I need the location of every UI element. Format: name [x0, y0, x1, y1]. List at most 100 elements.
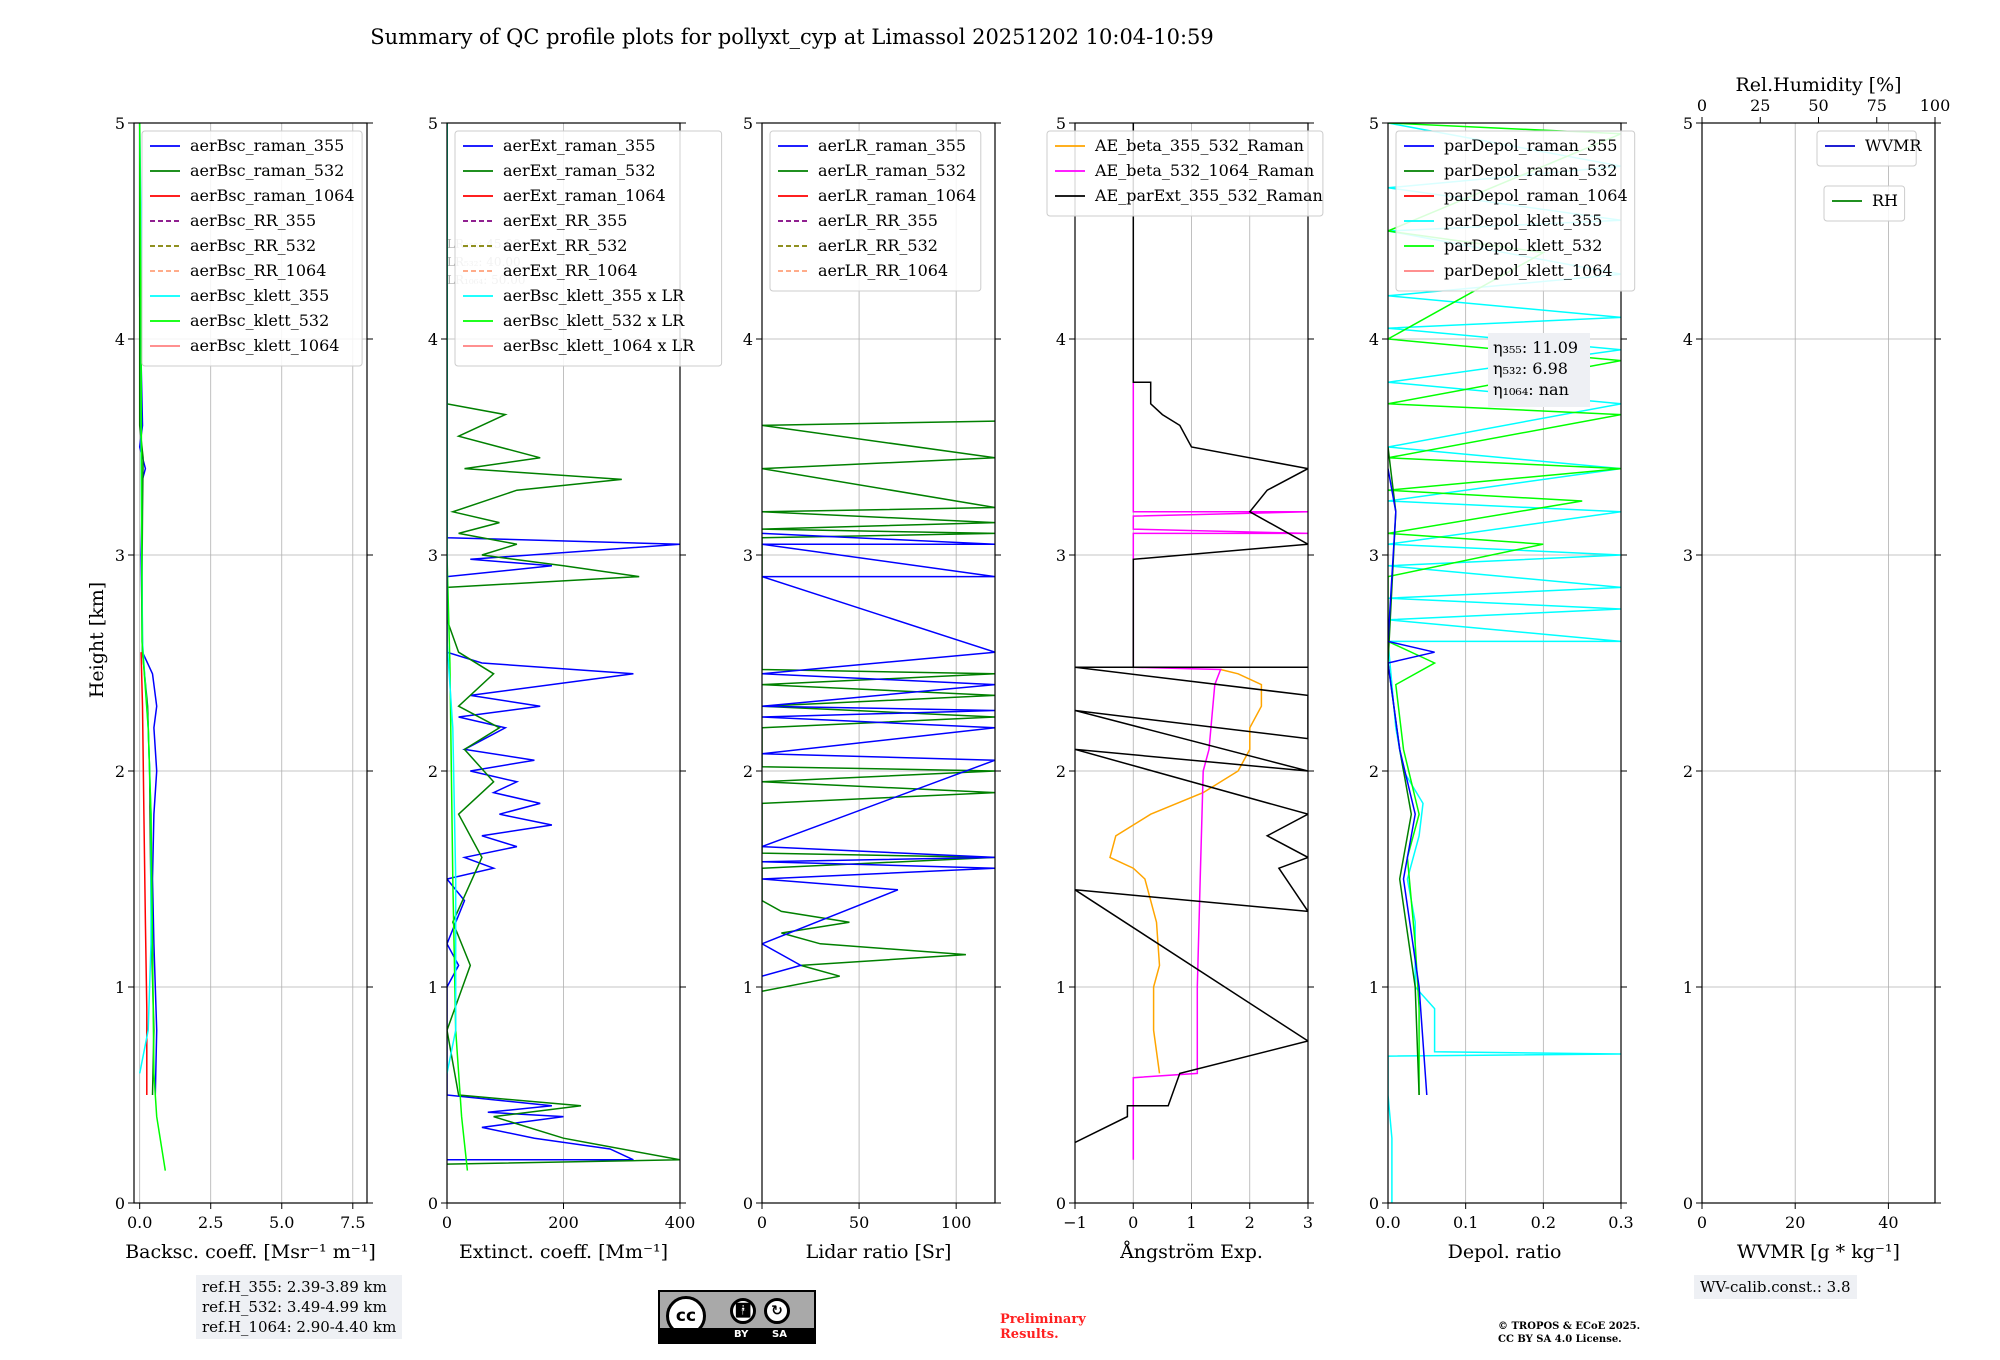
y-tick-label-depol-5: 5 — [1369, 114, 1379, 133]
panel-wv: 0 20 40 0 1 2 3 4 5 WVMR [g * kg⁻¹] 0 25 50 75 100 Rel.… — [1683, 74, 1950, 1263]
preliminary-line-2: Results. — [1000, 1327, 1059, 1342]
legend-entry-parDepol_raman_532: parDepol_raman_532 — [1444, 161, 1617, 180]
x-axis-label-bsc: Backsc. coeff. [Msr⁻¹ m⁻¹] — [125, 1241, 376, 1263]
series-AE_beta_355_532_Raman — [1109, 668, 1263, 1074]
x-tick-label-depol-2: 0.2 — [1531, 1213, 1556, 1232]
y-tick-label-ext-5: 5 — [428, 114, 438, 133]
legend-entry-aerExt_raman_355: aerExt_raman_355 — [503, 136, 656, 155]
panel-depol: 0.0 0.1 0.2 0.3 0 1 2 3 4 5 Depol. ratio parDepol_r… — [1369, 114, 1636, 1263]
y-tick-label-wv-1: 1 — [1683, 978, 1693, 997]
legend-frame-wv-2 — [1823, 185, 1906, 222]
top-x-tick-label-0: 0 — [1697, 96, 1707, 115]
copyright-line-1: © TROPOS & ECoE 2025. — [1498, 1321, 1641, 1332]
series-group-depol — [1388, 123, 1621, 1203]
refh-1064: ref.H_1064: 2.90-4.40 km — [202, 1318, 397, 1336]
y-tick-label-ext-4: 4 — [428, 330, 438, 349]
y-tick-label-ext-2: 2 — [428, 762, 438, 781]
x-tick-label-ae-2: 1 — [1186, 1213, 1196, 1232]
axes-frame-lr — [761, 122, 996, 1204]
legend-frame-bsc — [141, 130, 363, 367]
y-tick-label-ext-0: 0 — [428, 1194, 438, 1213]
y-tick-label-ae-0: 0 — [1056, 1194, 1066, 1213]
legend-ae: AE_beta_355_532_Raman AE_beta_532_1064_Ra… — [1046, 130, 1324, 217]
legend-lr: aerLR_raman_355 aerLR_raman_532 aerLR_rama… — [769, 130, 982, 292]
legend-frame-depol — [1395, 130, 1636, 292]
legend-entry-parDepol_klett_532: parDepol_klett_532 — [1444, 236, 1602, 255]
sa-share-alike-icon: ↻ — [764, 1298, 790, 1324]
refh-532: ref.H_532: 3.49-4.99 km — [202, 1298, 387, 1316]
x-axis-label-ae: Ångström Exp. — [1119, 1241, 1263, 1263]
series-aerBsc_klett_355 x LR — [447, 123, 457, 1074]
series-aerExt_raman_355 — [447, 123, 680, 1161]
panel-lr: 0 50 100 0 1 2 3 4 5 Lidar ratio [Sr] aerLR_raman_… — [743, 114, 1001, 1263]
legend-wv: WVMR — [1816, 130, 1922, 167]
cc-license-badge[interactable]: cc 🚹︎ ↻ BY SA — [658, 1290, 816, 1344]
legend-entry-aerBsc_klett_355: aerBsc_klett_355 — [190, 286, 329, 305]
x-tick-label-depol-3: 0.3 — [1608, 1213, 1633, 1232]
series-aerBsc_klett_532 x LR — [447, 123, 469, 1171]
wv-calib-const: WV-calib.const.: 3.8 — [1700, 1278, 1851, 1296]
y-tick-label-bsc-0: 0 — [115, 1194, 125, 1213]
legend-entry-aerBsc_klett_532: aerBsc_klett_532 — [190, 311, 329, 330]
y-tick-label-depol-2: 2 — [1369, 762, 1379, 781]
legend-wv-2: RH — [1823, 185, 1906, 222]
legend-entry-parDepol_klett_355: parDepol_klett_355 — [1444, 211, 1602, 230]
y-tick-label-wv-4: 4 — [1683, 330, 1693, 349]
y-tick-label-depol-0: 0 — [1369, 1194, 1379, 1213]
y-tick-label-lr-1: 1 — [743, 978, 753, 997]
series-aerBsc_raman_1064 — [140, 652, 148, 1095]
eta-annotation-0: η₃₅₅: 11.09 — [1493, 338, 1578, 357]
y-tick-label-wv-3: 3 — [1683, 546, 1693, 565]
y-tick-label-wv-2: 2 — [1683, 762, 1693, 781]
legend-depol: parDepol_raman_355 parDepol_raman_532 parD… — [1395, 130, 1636, 292]
legend-frame-lr — [769, 130, 982, 292]
series-group-ae — [1075, 123, 1308, 1160]
y-tick-label-bsc-3: 3 — [115, 546, 125, 565]
x-tick-label-ae-3: 2 — [1245, 1213, 1255, 1232]
legend-frame-wv — [1816, 130, 1917, 167]
y-tick-label-bsc-1: 1 — [115, 978, 125, 997]
axes-frame-depol — [1387, 122, 1622, 1204]
copyright-note: © TROPOS & ECoE 2025. CC BY SA 4.0 Licen… — [1498, 1320, 1640, 1346]
y-axis-label: Height [km] — [86, 582, 108, 698]
series-parDepol_raman_355 — [1388, 468, 1435, 1096]
legend-entry-aerLR_raman_532: aerLR_raman_532 — [818, 161, 966, 180]
y-tick-label-bsc-2: 2 — [115, 762, 125, 781]
refh-355: ref.H_355: 2.39-3.89 km — [202, 1278, 387, 1296]
x-tick-label-depol-0: 0.0 — [1375, 1213, 1400, 1232]
legend-entry-aerBsc_RR_355: aerBsc_RR_355 — [190, 211, 316, 230]
legend-entry-aerExt_raman_532: aerExt_raman_532 — [503, 161, 656, 180]
y-tick-label-ext-1: 1 — [428, 978, 438, 997]
reference-height-box: ref.H_355: 2.39-3.89 km ref.H_532: 3.49-… — [196, 1275, 403, 1339]
x-tick-label-ae-1: 0 — [1128, 1213, 1138, 1232]
legend-entry-RH: RH — [1872, 191, 1898, 210]
y-tick-label-lr-5: 5 — [743, 114, 753, 133]
top-x-tick-label-1: 25 — [1750, 96, 1770, 115]
series-group-lr — [762, 420, 995, 993]
legend-entry-aerBsc_raman_1064: aerBsc_raman_1064 — [190, 186, 355, 205]
by-label: BY — [734, 1329, 749, 1340]
series-parDepol_klett_532 — [1388, 123, 1621, 1095]
legend-entry-aerLR_raman_1064: aerLR_raman_1064 — [818, 186, 976, 205]
legend-entry-aerExt_RR_1064: aerExt_RR_1064 — [503, 261, 638, 280]
legend-entry-AE_beta_532_1064_Raman: AE_beta_532_1064_Raman — [1094, 161, 1314, 180]
x-tick-label-lr-0: 0 — [757, 1213, 767, 1232]
y-tick-label-ae-1: 1 — [1056, 978, 1066, 997]
legend-bsc: aerBsc_raman_355 aerBsc_raman_532 aerBsc_r… — [141, 130, 363, 367]
legend-entry-aerExt_RR_355: aerExt_RR_355 — [503, 211, 627, 230]
legend-ext: aerExt_raman_355 aerExt_raman_532 aerExt_r… — [454, 130, 723, 367]
axes-frame-bsc — [133, 122, 368, 1204]
legend-entry-aerLR_raman_355: aerLR_raman_355 — [818, 136, 966, 155]
legend-entry-AE_parExt_355_532_Raman: AE_parExt_355_532_Raman — [1094, 186, 1323, 205]
x-axis-label-ext: Extinct. coeff. [Mm⁻¹] — [459, 1241, 668, 1263]
series-AE_parExt_355_532_Raman — [1075, 123, 1308, 1144]
legend-entry-aerBsc_klett_1064 x LR: aerBsc_klett_1064 x LR — [503, 336, 695, 355]
sa-label: SA — [772, 1329, 787, 1340]
legend-entry-aerBsc_raman_355: aerBsc_raman_355 — [190, 136, 344, 155]
legend-entry-aerExt_raman_1064: aerExt_raman_1064 — [503, 186, 666, 205]
top-x-tick-label-4: 100 — [1920, 96, 1951, 115]
legend-frame-ext — [454, 130, 723, 367]
series-aerLR_raman_532 — [762, 420, 995, 993]
series-parDepol_klett_355 — [1388, 123, 1621, 1203]
